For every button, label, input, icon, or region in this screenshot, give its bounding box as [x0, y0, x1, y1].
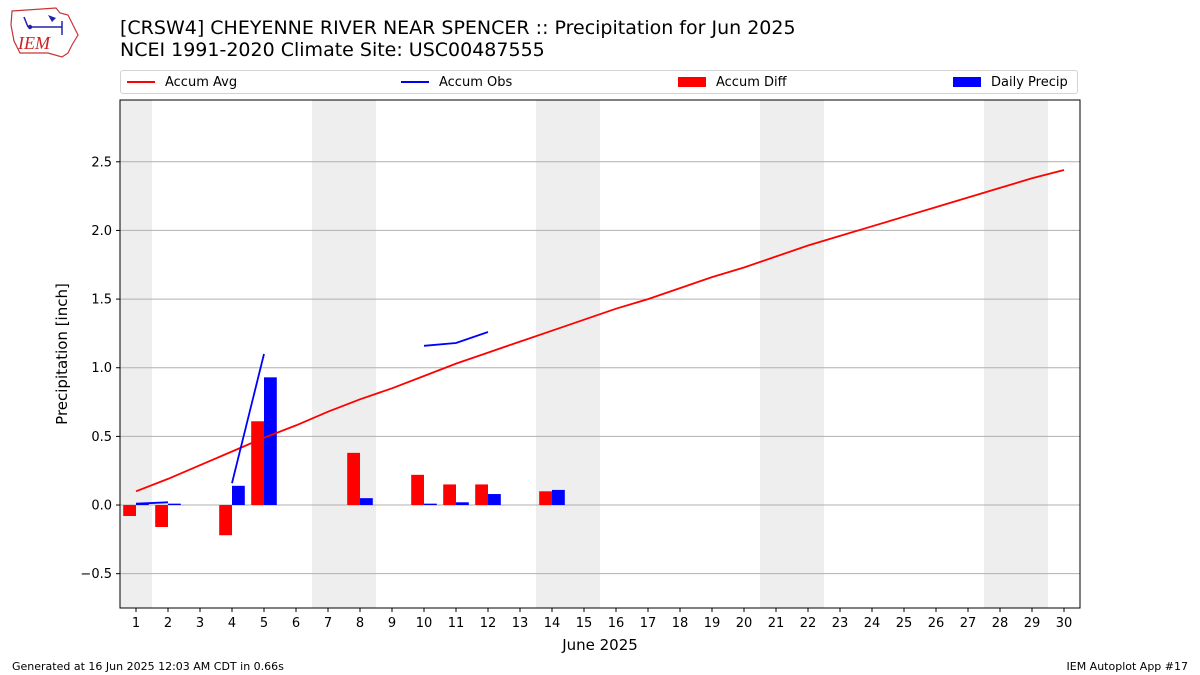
bar-accum-diff: [155, 505, 168, 527]
bar-daily-precip: [456, 502, 469, 506]
lines: [135, 169, 1065, 505]
y-axis-label: Precipitation [inch]: [53, 283, 71, 425]
x-tick-label: 4: [228, 616, 236, 631]
legend-entry-accum-obs: Accum Obs: [401, 71, 512, 93]
x-tick-label: 30: [1056, 616, 1073, 631]
bar-daily-precip: [488, 494, 501, 506]
weekend-band-3: [760, 100, 824, 608]
x-tick-label: 25: [896, 616, 913, 631]
y-tick-label: 1.0: [91, 361, 112, 376]
x-tick-label: 13: [512, 616, 529, 631]
x-tick-label: 14: [544, 616, 561, 631]
line-accum-obs: [135, 501, 169, 505]
x-tick-label: 18: [672, 616, 689, 631]
x-tick-label: 3: [196, 616, 204, 631]
x-tick-label: 8: [356, 616, 364, 631]
legend-swatch-accum-diff: [678, 77, 706, 87]
bar-daily-precip: [424, 503, 437, 506]
x-tick-label: 26: [928, 616, 945, 631]
x-tick-label: 16: [608, 616, 625, 631]
x-tick-label: 10: [416, 616, 433, 631]
legend: Accum Avg Accum Obs Accum Diff Daily Pre…: [120, 70, 1078, 94]
legend-label-accum-avg: Accum Avg: [165, 74, 238, 90]
x-tick-label: 29: [1024, 616, 1041, 631]
footer-generated: Generated at 16 Jun 2025 12:03 AM CDT in…: [12, 660, 284, 673]
axis-ticks: −0.50.00.51.01.52.02.51 2 3 4 5 6 7 8 9 10 11 12 13 1…: [80, 155, 1072, 631]
y-tick-label: 1.5: [91, 293, 112, 308]
x-tick-label: 22: [800, 616, 817, 631]
bar-accum-diff: [539, 491, 552, 506]
bar-accum-diff: [475, 484, 488, 506]
x-tick-label: 1: [132, 616, 140, 631]
y-tick-label: 0.5: [91, 430, 112, 445]
footer-app: IEM Autoplot App #17: [1066, 660, 1189, 673]
bar-daily-precip: [136, 503, 149, 506]
x-tick-label: 27: [960, 616, 977, 631]
y-tick-label: 0.0: [91, 499, 112, 514]
x-tick-label: 24: [864, 616, 881, 631]
weekend-bands: [120, 100, 1048, 608]
bar-daily-precip: [360, 498, 373, 506]
x-axis-label: June 2025: [561, 636, 638, 654]
legend-swatch-accum-obs: [401, 81, 429, 83]
bar-accum-diff: [219, 505, 232, 536]
x-tick-label: 7: [324, 616, 332, 631]
x-tick-label: 15: [576, 616, 593, 631]
chart-title: [CRSW4] CHEYENNE RIVER NEAR SPENCER :: P…: [120, 17, 796, 39]
bar-daily-precip: [264, 377, 277, 506]
gridlines: [120, 161, 1080, 575]
weekend-band-4: [984, 100, 1048, 608]
legend-entry-accum-avg: Accum Avg: [127, 71, 237, 93]
bar-accum-diff: [443, 484, 456, 506]
x-tick-label: 17: [640, 616, 657, 631]
line-accum-obs: [231, 353, 265, 484]
y-tick-label: −0.5: [80, 567, 112, 582]
line-accum-obs: [423, 331, 489, 347]
bar-daily-precip: [168, 503, 181, 506]
line-accum-avg: [135, 169, 1065, 493]
weekend-band-0: [120, 100, 152, 608]
legend-label-accum-obs: Accum Obs: [439, 74, 513, 90]
x-tick-label: 12: [480, 616, 497, 631]
chart-subtitle: NCEI 1991-2020 Climate Site: USC00487555: [120, 39, 545, 61]
legend-swatch-accum-avg: [127, 81, 155, 83]
bar-accum-diff: [251, 421, 264, 506]
plot-frame: [119, 99, 1081, 609]
legend-swatch-daily-precip: [953, 77, 981, 87]
x-tick-label: 9: [388, 616, 396, 631]
x-tick-label: 19: [704, 616, 721, 631]
legend-label-accum-diff: Accum Diff: [716, 74, 787, 90]
x-tick-label: 21: [768, 616, 785, 631]
x-tick-label: 20: [736, 616, 753, 631]
y-tick-label: 2.5: [91, 155, 112, 170]
bar-accum-diff: [347, 452, 360, 506]
bar-accum-diff: [411, 474, 424, 506]
legend-entry-accum-diff: Accum Diff: [678, 71, 787, 93]
bar-accum-diff: [123, 505, 136, 517]
legend-entry-daily-precip: Daily Precip: [953, 71, 1068, 93]
x-tick-label: 23: [832, 616, 849, 631]
bars: [123, 377, 565, 536]
x-tick-label: 28: [992, 616, 1009, 631]
logo-text: IEM: [17, 33, 51, 53]
x-tick-label: 2: [164, 616, 172, 631]
bar-daily-precip: [232, 485, 245, 506]
y-tick-label: 2.0: [91, 224, 112, 239]
iem-logo-icon: IEM: [10, 7, 79, 58]
legend-label-daily-precip: Daily Precip: [991, 74, 1068, 90]
weekend-band-1: [312, 100, 376, 608]
x-tick-label: 5: [260, 616, 268, 631]
bar-daily-precip: [552, 489, 565, 506]
weekend-band-2: [536, 100, 600, 608]
x-tick-label: 6: [292, 616, 300, 631]
x-tick-label: 11: [448, 616, 465, 631]
